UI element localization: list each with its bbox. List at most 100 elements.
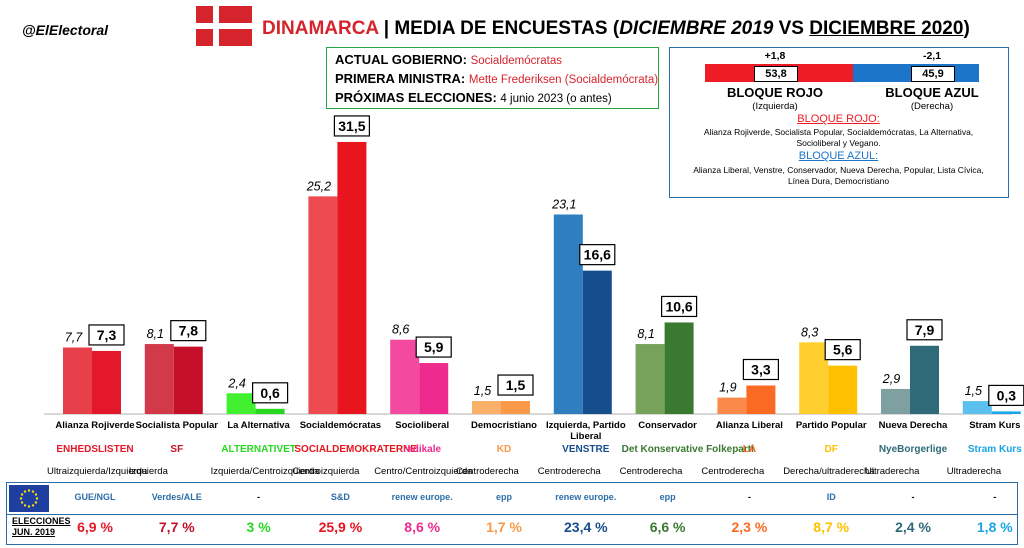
party-name: Alianza Liberal xyxy=(715,420,783,431)
bar-2019 xyxy=(881,388,910,414)
title-period-b: DICIEMBRE 2020 xyxy=(809,18,964,39)
election-result: 6,6 % xyxy=(649,519,686,535)
title-close: ) xyxy=(963,18,970,39)
value-label-2020: 3,3 xyxy=(751,362,771,378)
eu-group: epp xyxy=(659,492,676,502)
government-row: ACTUAL GOBIERNO: Socialdemócratas xyxy=(335,50,650,69)
party-name: Partido Popular xyxy=(795,420,867,431)
election-results-row xyxy=(6,515,1018,545)
election-label: ELECCIONES JUN. 2019 xyxy=(12,516,71,538)
value-box-2020 xyxy=(333,115,370,137)
bar-2019 xyxy=(226,393,256,414)
value-label-2020: 7,3 xyxy=(97,327,117,343)
page-title: DINAMARCA | MEDIA DE ENCUESTAS (DICIEMBR… xyxy=(262,18,970,40)
bar-2019 xyxy=(799,342,829,414)
bar-2019 xyxy=(472,401,501,414)
value-label-2019: 1,5 xyxy=(965,384,982,398)
government-label: ACTUAL GOBIERNO: xyxy=(335,52,467,67)
party-logo: LA xyxy=(742,444,757,455)
bar-2020 xyxy=(255,408,285,414)
blue-bloc-value: 45,9 xyxy=(911,66,955,82)
party-logo: SF xyxy=(170,444,184,455)
party-name: Socialista Popular xyxy=(135,420,218,431)
party-name: Izquierda, Partido Liberal xyxy=(545,420,626,442)
value-box-2020 xyxy=(742,358,780,381)
bar-2019 xyxy=(144,344,174,414)
eu-group: GUE/NGL xyxy=(74,492,116,502)
eu-group: Verdes/ALE xyxy=(151,492,202,502)
next-elections-value: 4 junio 2023 (o antes) xyxy=(500,93,612,105)
prime-minister-row: PRIMERA MINISTRA: Mette Frederiksen (Soc… xyxy=(335,69,658,88)
party-ideology: Centroderecha xyxy=(456,466,519,477)
value-label-2019: 23,1 xyxy=(551,198,576,212)
party-name: La Alternativa xyxy=(227,420,290,431)
value-label-2019: 8,3 xyxy=(801,325,818,339)
blue-bloc-name: BLOQUE AZUL xyxy=(885,85,979,100)
party-ideology: Ultraizquierda/Izquierda xyxy=(47,466,148,477)
value-label-2020: 1,5 xyxy=(506,377,526,393)
eu-flag-icon xyxy=(9,485,49,512)
party-name: Conservador xyxy=(638,420,697,431)
blue-bloc-side: (Derecha) xyxy=(910,101,954,112)
party-ideology: Derecha/ultraderecha xyxy=(783,466,875,477)
prime-minister-value: Mette Frederiksen (Socialdemócrata) xyxy=(468,74,659,86)
eu-star xyxy=(20,501,24,504)
value-box-2020 xyxy=(906,319,943,341)
party-name: Democristiano xyxy=(471,420,537,431)
title-period-a: DICIEMBRE 2019 xyxy=(619,18,774,39)
red-bloc-name: BLOQUE ROJO xyxy=(726,85,824,100)
government-box: ACTUAL GOBIERNO: Socialdemócratas PRIMER… xyxy=(326,47,659,109)
party-name: Socioliberal xyxy=(395,420,450,431)
eu-group: renew europe. xyxy=(391,492,453,502)
party-logo: KD xyxy=(496,444,512,455)
election-result: 23,4 % xyxy=(564,519,608,535)
election-result: 1,8 % xyxy=(976,519,1013,535)
election-label-line-2: JUN. 2019 xyxy=(12,527,56,537)
eu-star xyxy=(19,497,23,500)
eu-group: ID xyxy=(826,492,836,502)
party-logo: VENSTRE xyxy=(562,444,610,455)
bar-2019 xyxy=(962,401,992,414)
value-box-2020 xyxy=(579,244,616,266)
party-logo: DF xyxy=(824,444,838,455)
value-box-2020 xyxy=(497,374,534,396)
eu-star xyxy=(23,504,27,507)
eu-star xyxy=(20,493,24,496)
bar-2019 xyxy=(63,347,92,414)
eu-group: S&D xyxy=(330,492,350,502)
party-logo: radikale xyxy=(403,444,442,455)
eu-group: renew europe. xyxy=(555,492,617,502)
bar-2019 xyxy=(717,397,747,414)
party-ideology: Centroderecha xyxy=(701,466,765,477)
value-box-2020 xyxy=(170,320,207,342)
value-label-2020: 16,6 xyxy=(584,247,611,263)
election-result: 1,7 % xyxy=(486,519,522,535)
value-label-2020: 31,5 xyxy=(338,118,365,134)
value-box-2020 xyxy=(660,295,698,318)
denmark-flag-icon xyxy=(196,6,252,46)
bar-2020 xyxy=(92,350,121,414)
eu-star xyxy=(27,505,31,508)
eu-star xyxy=(31,504,35,507)
red-bloc-heading: BLOQUE ROJO: xyxy=(797,113,880,125)
prime-minister-label: PRIMERA MINISTRA: xyxy=(335,71,466,86)
election-result: 2,4 % xyxy=(895,519,931,535)
eu-star xyxy=(31,490,35,493)
value-label-2020: 7,8 xyxy=(179,323,199,339)
bar-2020 xyxy=(582,270,612,414)
blue-bloc-heading: BLOQUE AZUL: xyxy=(798,150,879,162)
title-vs: VS xyxy=(773,18,810,39)
value-box-2020 xyxy=(824,339,861,361)
election-result: 2,3 % xyxy=(731,519,768,535)
value-label-2020: 0,3 xyxy=(997,387,1017,403)
party-name: Nueva Derecha xyxy=(878,420,948,431)
value-label-2019: 7,7 xyxy=(65,331,83,345)
eu-group: epp xyxy=(495,492,512,502)
party-ideology: Izquierda/Centroizquierda xyxy=(210,466,320,477)
party-ideology: Centroizquierda xyxy=(292,466,360,477)
red-bloc-change: +1,8 xyxy=(764,50,786,62)
bar-2019 xyxy=(553,214,583,414)
bloc-box: +1,8 -2,1 53,8 45,9 BLOQUE ROJO BLOQUE A… xyxy=(669,47,1009,198)
value-label-2020: 5,6 xyxy=(833,342,853,358)
election-result: 8,7 % xyxy=(813,519,850,535)
